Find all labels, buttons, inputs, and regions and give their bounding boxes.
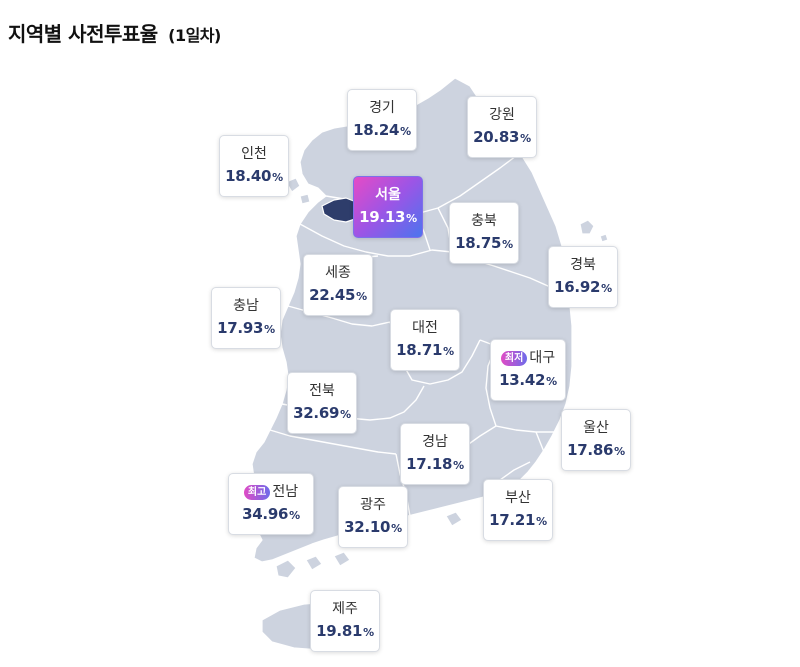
region-rate: 19.81% (316, 622, 374, 640)
region-name: 강원 (489, 107, 515, 123)
region-name: 최고 전남 (229, 483, 313, 501)
region-box-chungnam[interactable]: 충남 17.93% (211, 287, 281, 349)
region-box-incheon[interactable]: 인천 18.40% (219, 135, 289, 197)
region-rate: 18.24% (353, 121, 411, 139)
region-box-gwangju[interactable]: 광주 32.10% (338, 486, 408, 548)
region-name: 광주 (360, 497, 386, 513)
region-box-jeonbuk[interactable]: 전북 32.69% (287, 372, 357, 434)
region-name: 경남 (422, 434, 448, 450)
region-name: 부산 (505, 490, 531, 506)
region-box-jeonnam[interactable]: 최고 전남 34.96% (228, 473, 314, 535)
region-rate: 17.21% (489, 511, 547, 529)
region-name: 대전 (412, 320, 438, 336)
region-box-sejong[interactable]: 세종 22.45% (303, 254, 373, 316)
region-rate: 32.69% (293, 404, 351, 422)
region-rate: 13.42% (499, 371, 557, 389)
region-name: 충북 (471, 213, 497, 229)
region-name: 전북 (309, 383, 335, 399)
region-name: 인천 (241, 146, 267, 162)
region-box-daejeon[interactable]: 대전 18.71% (390, 309, 460, 371)
region-name: 제주 (332, 601, 358, 617)
region-name: 최저 대구 (491, 349, 565, 367)
region-rate: 20.83% (473, 128, 531, 146)
region-name: 울산 (583, 420, 609, 436)
region-rate: 17.93% (217, 319, 275, 337)
highest-badge: 최고 (243, 485, 271, 500)
page-title: 지역별 사전투표율 (1일차) (8, 18, 221, 47)
region-box-busan[interactable]: 부산 17.21% (483, 479, 553, 541)
region-box-daegu[interactable]: 최저 대구 13.42% (490, 339, 566, 401)
region-box-gyeongnam[interactable]: 경남 17.18% (400, 423, 470, 485)
region-box-ulsan[interactable]: 울산 17.86% (561, 409, 631, 471)
region-name: 서울 (375, 187, 401, 203)
region-rate: 22.45% (309, 286, 367, 304)
region-box-gyeongbuk[interactable]: 경북 16.92% (548, 246, 618, 308)
title-sub: (1일차) (168, 26, 221, 45)
region-rate: 18.71% (396, 341, 454, 359)
region-box-jeju[interactable]: 제주 19.81% (310, 590, 380, 652)
region-name: 충남 (233, 298, 259, 314)
region-rate: 17.86% (567, 441, 625, 459)
region-rate: 18.40% (225, 167, 283, 185)
region-rate: 16.92% (554, 278, 612, 296)
region-name: 경기 (369, 100, 395, 116)
region-rate: 19.13% (359, 208, 417, 226)
lowest-badge: 최저 (500, 351, 528, 366)
region-rate: 32.10% (344, 518, 402, 536)
region-box-gyeonggi[interactable]: 경기 18.24% (347, 89, 417, 151)
region-box-seoul[interactable]: 서울 19.13% (353, 176, 423, 238)
region-name: 세종 (325, 265, 351, 281)
region-rate: 18.75% (455, 234, 513, 252)
region-box-chungbuk[interactable]: 충북 18.75% (449, 202, 519, 264)
region-box-gangwon[interactable]: 강원 20.83% (467, 96, 537, 158)
region-rate: 34.96% (242, 505, 300, 523)
title-main: 지역별 사전투표율 (8, 22, 158, 46)
region-name: 경북 (570, 257, 596, 273)
region-rate: 17.18% (406, 455, 464, 473)
